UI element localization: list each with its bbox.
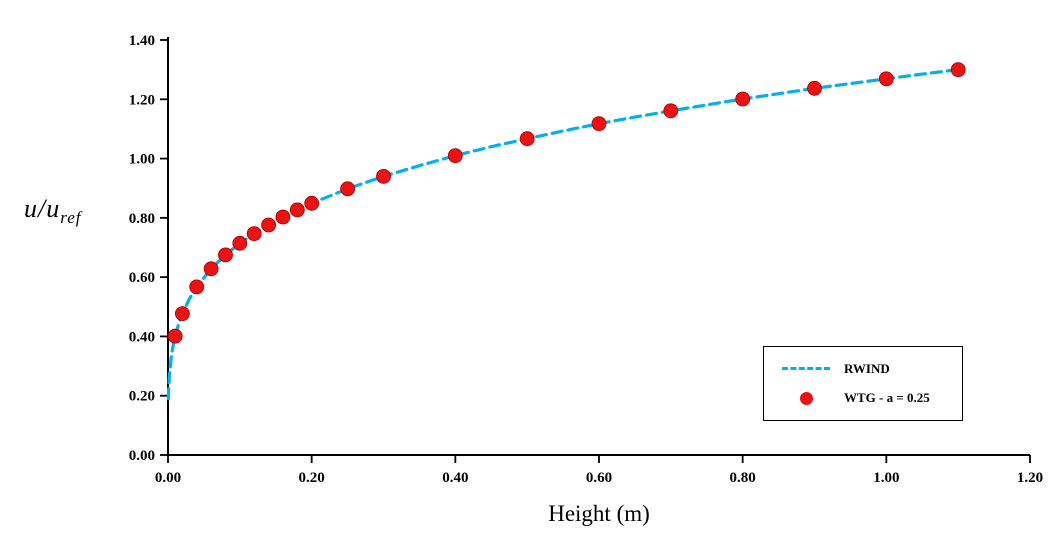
svg-text:0.80: 0.80 [129, 211, 155, 227]
wtg-point [218, 247, 233, 263]
wtg-point [663, 103, 679, 119]
svg-text:0.00: 0.00 [129, 448, 155, 464]
wtg-point [807, 80, 822, 96]
svg-text:1.20: 1.20 [129, 92, 155, 108]
wtg-point [246, 226, 262, 242]
legend-label-rwind: RWIND [844, 360, 890, 376]
legend-label-wtg: WTG - a = 0.25 [844, 390, 930, 406]
svg-text:0.80: 0.80 [730, 470, 756, 486]
svg-text:0.00: 0.00 [155, 470, 181, 486]
svg-text:0.60: 0.60 [586, 470, 612, 486]
y-axis-label-main: u/u [24, 194, 61, 223]
wtg-point [376, 168, 391, 184]
svg-text:0.40: 0.40 [129, 329, 155, 345]
wtg-point [304, 195, 320, 211]
svg-text:1.40: 1.40 [129, 33, 155, 49]
y-axis-label: u/uref [24, 194, 82, 228]
wtg-point [203, 261, 219, 277]
wtg-point [289, 202, 305, 218]
legend-dot-swatch [799, 391, 813, 405]
wtg-point [261, 217, 277, 233]
wtg-point [174, 306, 190, 322]
wtg-point [232, 235, 248, 251]
svg-text:1.00: 1.00 [129, 152, 155, 168]
wtg-point [878, 71, 894, 87]
wtg-point [591, 116, 607, 131]
wtg-point [735, 91, 751, 107]
x-axis-label: Height (m) [548, 501, 650, 526]
wtg-point [340, 181, 356, 197]
legend-dashed-line-swatch [782, 367, 830, 371]
wtg-point [447, 148, 463, 164]
svg-text:0.20: 0.20 [299, 470, 325, 486]
legend-swatch-area [782, 367, 830, 371]
svg-text:1.20: 1.20 [1017, 470, 1043, 486]
wtg-point [519, 131, 535, 147]
wtg-point [189, 279, 205, 295]
legend-item-rwind: RWIND [782, 361, 962, 377]
legend-item-wtg: WTG - a = 0.25 [782, 390, 962, 406]
svg-text:0.40: 0.40 [442, 470, 468, 486]
wtg-point [167, 328, 183, 344]
svg-text:1.00: 1.00 [873, 470, 899, 486]
legend: RWIND WTG - a = 0.25 [763, 346, 963, 421]
y-axis-label-subscript: ref [60, 208, 82, 228]
svg-text:0.20: 0.20 [129, 389, 155, 405]
legend-swatch-area [782, 391, 830, 405]
wtg-point [275, 209, 291, 225]
svg-text:0.60: 0.60 [129, 270, 155, 286]
wtg-point [950, 62, 966, 77]
